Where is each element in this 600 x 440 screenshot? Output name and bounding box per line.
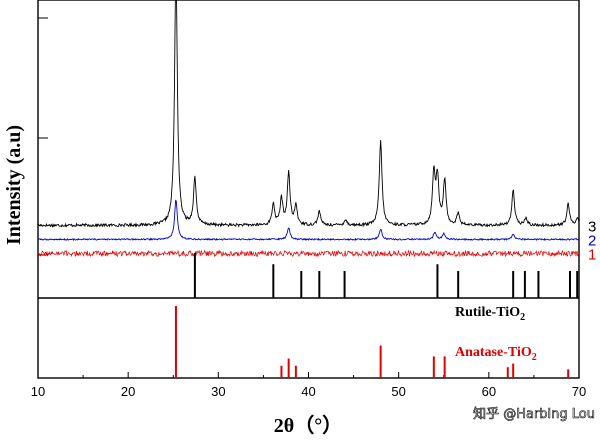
series-3-label: 3 [588, 218, 596, 235]
x-tick-label-20: 20 [121, 384, 135, 399]
series-2-line [37, 199, 580, 242]
y-axis-ticks [38, 17, 48, 256]
y-axis-title: Intensity (a.u) [3, 125, 25, 245]
anatase-label: Anatase-TiO2 [455, 345, 537, 363]
x-axis-tick-labels: 10 20 30 40 50 60 70 [31, 384, 586, 399]
series-2-label: 2 [588, 232, 596, 249]
x-tick-label-50: 50 [391, 384, 405, 399]
series-1-label: 1 [588, 247, 596, 264]
series-layer [37, 0, 580, 258]
x-tick-label-40: 40 [301, 384, 315, 399]
watermark-text: 知乎 @Harbing Lou [473, 406, 595, 422]
x-tick-label-30: 30 [211, 384, 225, 399]
rutile-label: Rutile-TiO2 [455, 305, 525, 323]
x-tick-label-70: 70 [572, 384, 586, 399]
series-1-line [37, 249, 580, 258]
x-tick-label-60: 60 [482, 384, 496, 399]
reference-lines-layer [174, 253, 579, 378]
x-axis-title: 2θ（°） [274, 414, 342, 437]
series-3-line [37, 0, 580, 228]
plot-frame [37, 0, 580, 379]
x-axis-ticks [37, 372, 580, 378]
series-labels: 321 [588, 218, 596, 263]
x-tick-label-10: 10 [31, 384, 45, 399]
